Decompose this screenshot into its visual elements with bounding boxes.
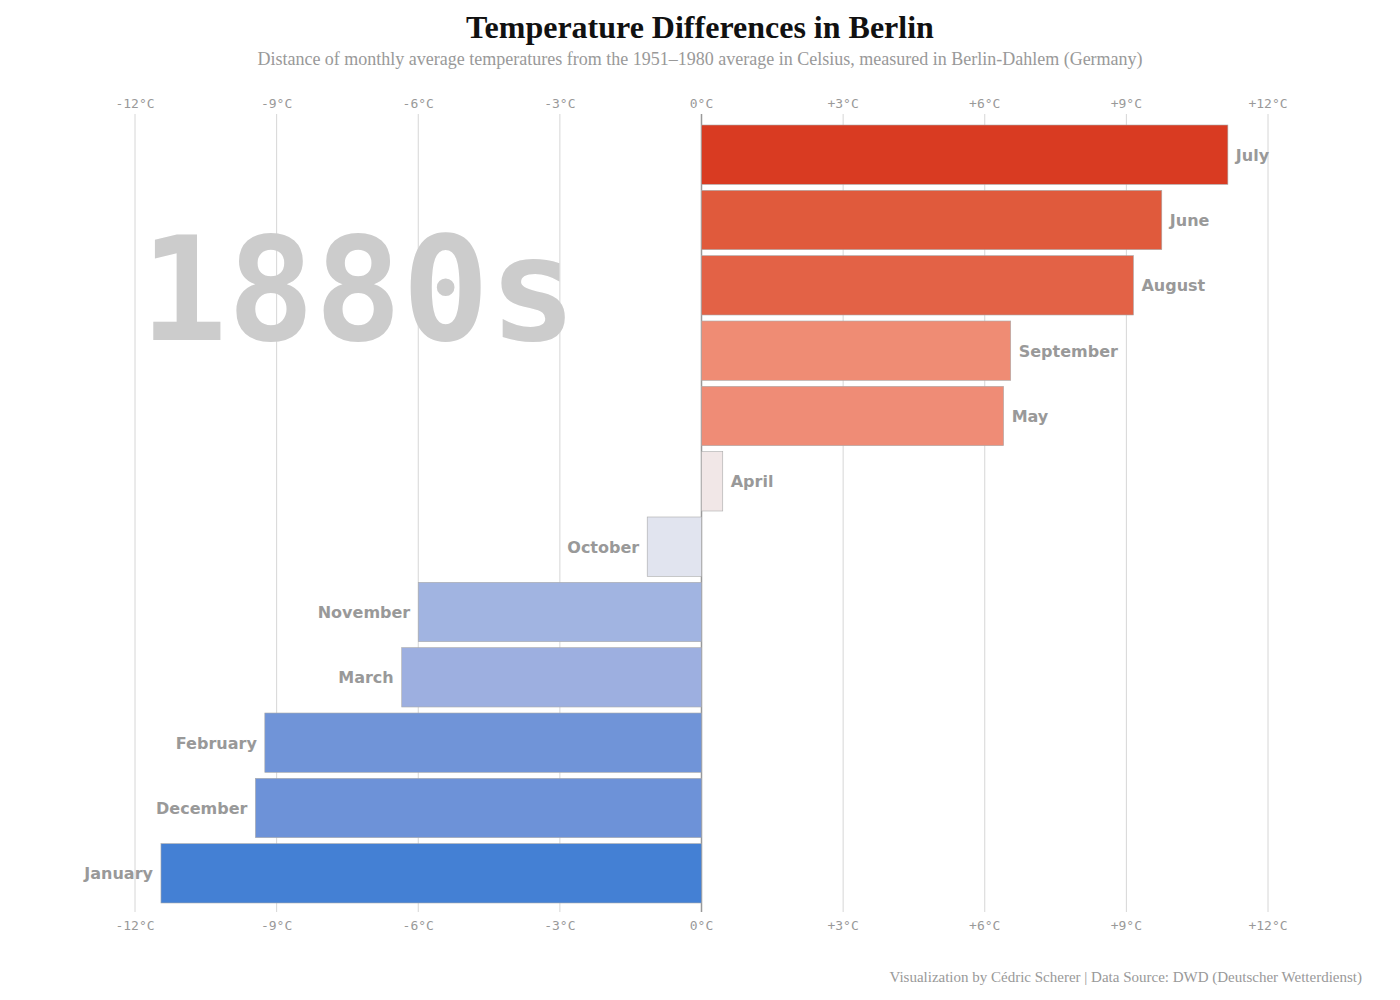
tick-label-top: -12°C (115, 96, 154, 111)
category-label: September (1019, 342, 1118, 361)
bar (702, 452, 723, 511)
grid-line (1268, 114, 1269, 912)
tick-label-top: +3°C (827, 96, 858, 111)
chart: Temperature Differences in Berlin Distanc… (0, 0, 1400, 1000)
tick-label-bottom: +3°C (827, 918, 858, 933)
bar (402, 648, 702, 707)
bar (702, 256, 1134, 315)
tick-label-bottom: +9°C (1111, 918, 1142, 933)
tick-label-bottom: +6°C (969, 918, 1000, 933)
category-label: January (83, 864, 153, 883)
subtitle: Distance of monthly average temperatures… (257, 49, 1142, 70)
bar (702, 321, 1011, 380)
tick-label-top: +12°C (1248, 96, 1287, 111)
bar (161, 844, 702, 903)
bar (647, 517, 701, 576)
bar (702, 125, 1228, 184)
tick-label-top: +6°C (969, 96, 1000, 111)
tick-label-top: -3°C (544, 96, 575, 111)
category-label: December (156, 799, 247, 818)
bar (702, 190, 1162, 249)
decade-annotation: 1880s (140, 205, 577, 374)
grid-line (135, 114, 136, 912)
bar (255, 778, 701, 837)
category-label: June (1169, 211, 1210, 230)
bar (418, 582, 701, 641)
category-label: March (338, 668, 393, 687)
tick-label-bottom: -3°C (544, 918, 575, 933)
category-label: October (567, 538, 639, 557)
bar-labels: July June August September May April October No… (83, 146, 1269, 884)
tick-label-top: 0°C (690, 96, 713, 111)
category-label: November (318, 603, 411, 622)
tick-label-bottom: -9°C (261, 918, 292, 933)
bar (265, 713, 702, 772)
tick-label-bottom: +12°C (1248, 918, 1287, 933)
tick-label-top: -9°C (261, 96, 292, 111)
bars (161, 125, 1228, 903)
tick-label-bottom: -12°C (115, 918, 154, 933)
category-label: April (731, 472, 774, 491)
chart-root: Temperature Differences in Berlin Distanc… (0, 0, 1400, 1000)
category-label: February (176, 734, 258, 753)
tick-label-bottom: 0°C (690, 918, 713, 933)
caption: Visualization by Cédric Scherer | Data S… (889, 969, 1362, 986)
title: Temperature Differences in Berlin (466, 9, 934, 45)
tick-label-top: -6°C (403, 96, 434, 111)
grid: -12°C -12°C -9°C -9°C -6°C -6°C -3°C -3°C 0°C 0°C… (115, 96, 1287, 933)
tick-label-bottom: -6°C (403, 918, 434, 933)
category-label: May (1012, 407, 1049, 426)
tick-label-top: +9°C (1111, 96, 1142, 111)
bar (702, 386, 1004, 445)
category-label: August (1141, 276, 1205, 295)
category-label: July (1235, 146, 1270, 165)
